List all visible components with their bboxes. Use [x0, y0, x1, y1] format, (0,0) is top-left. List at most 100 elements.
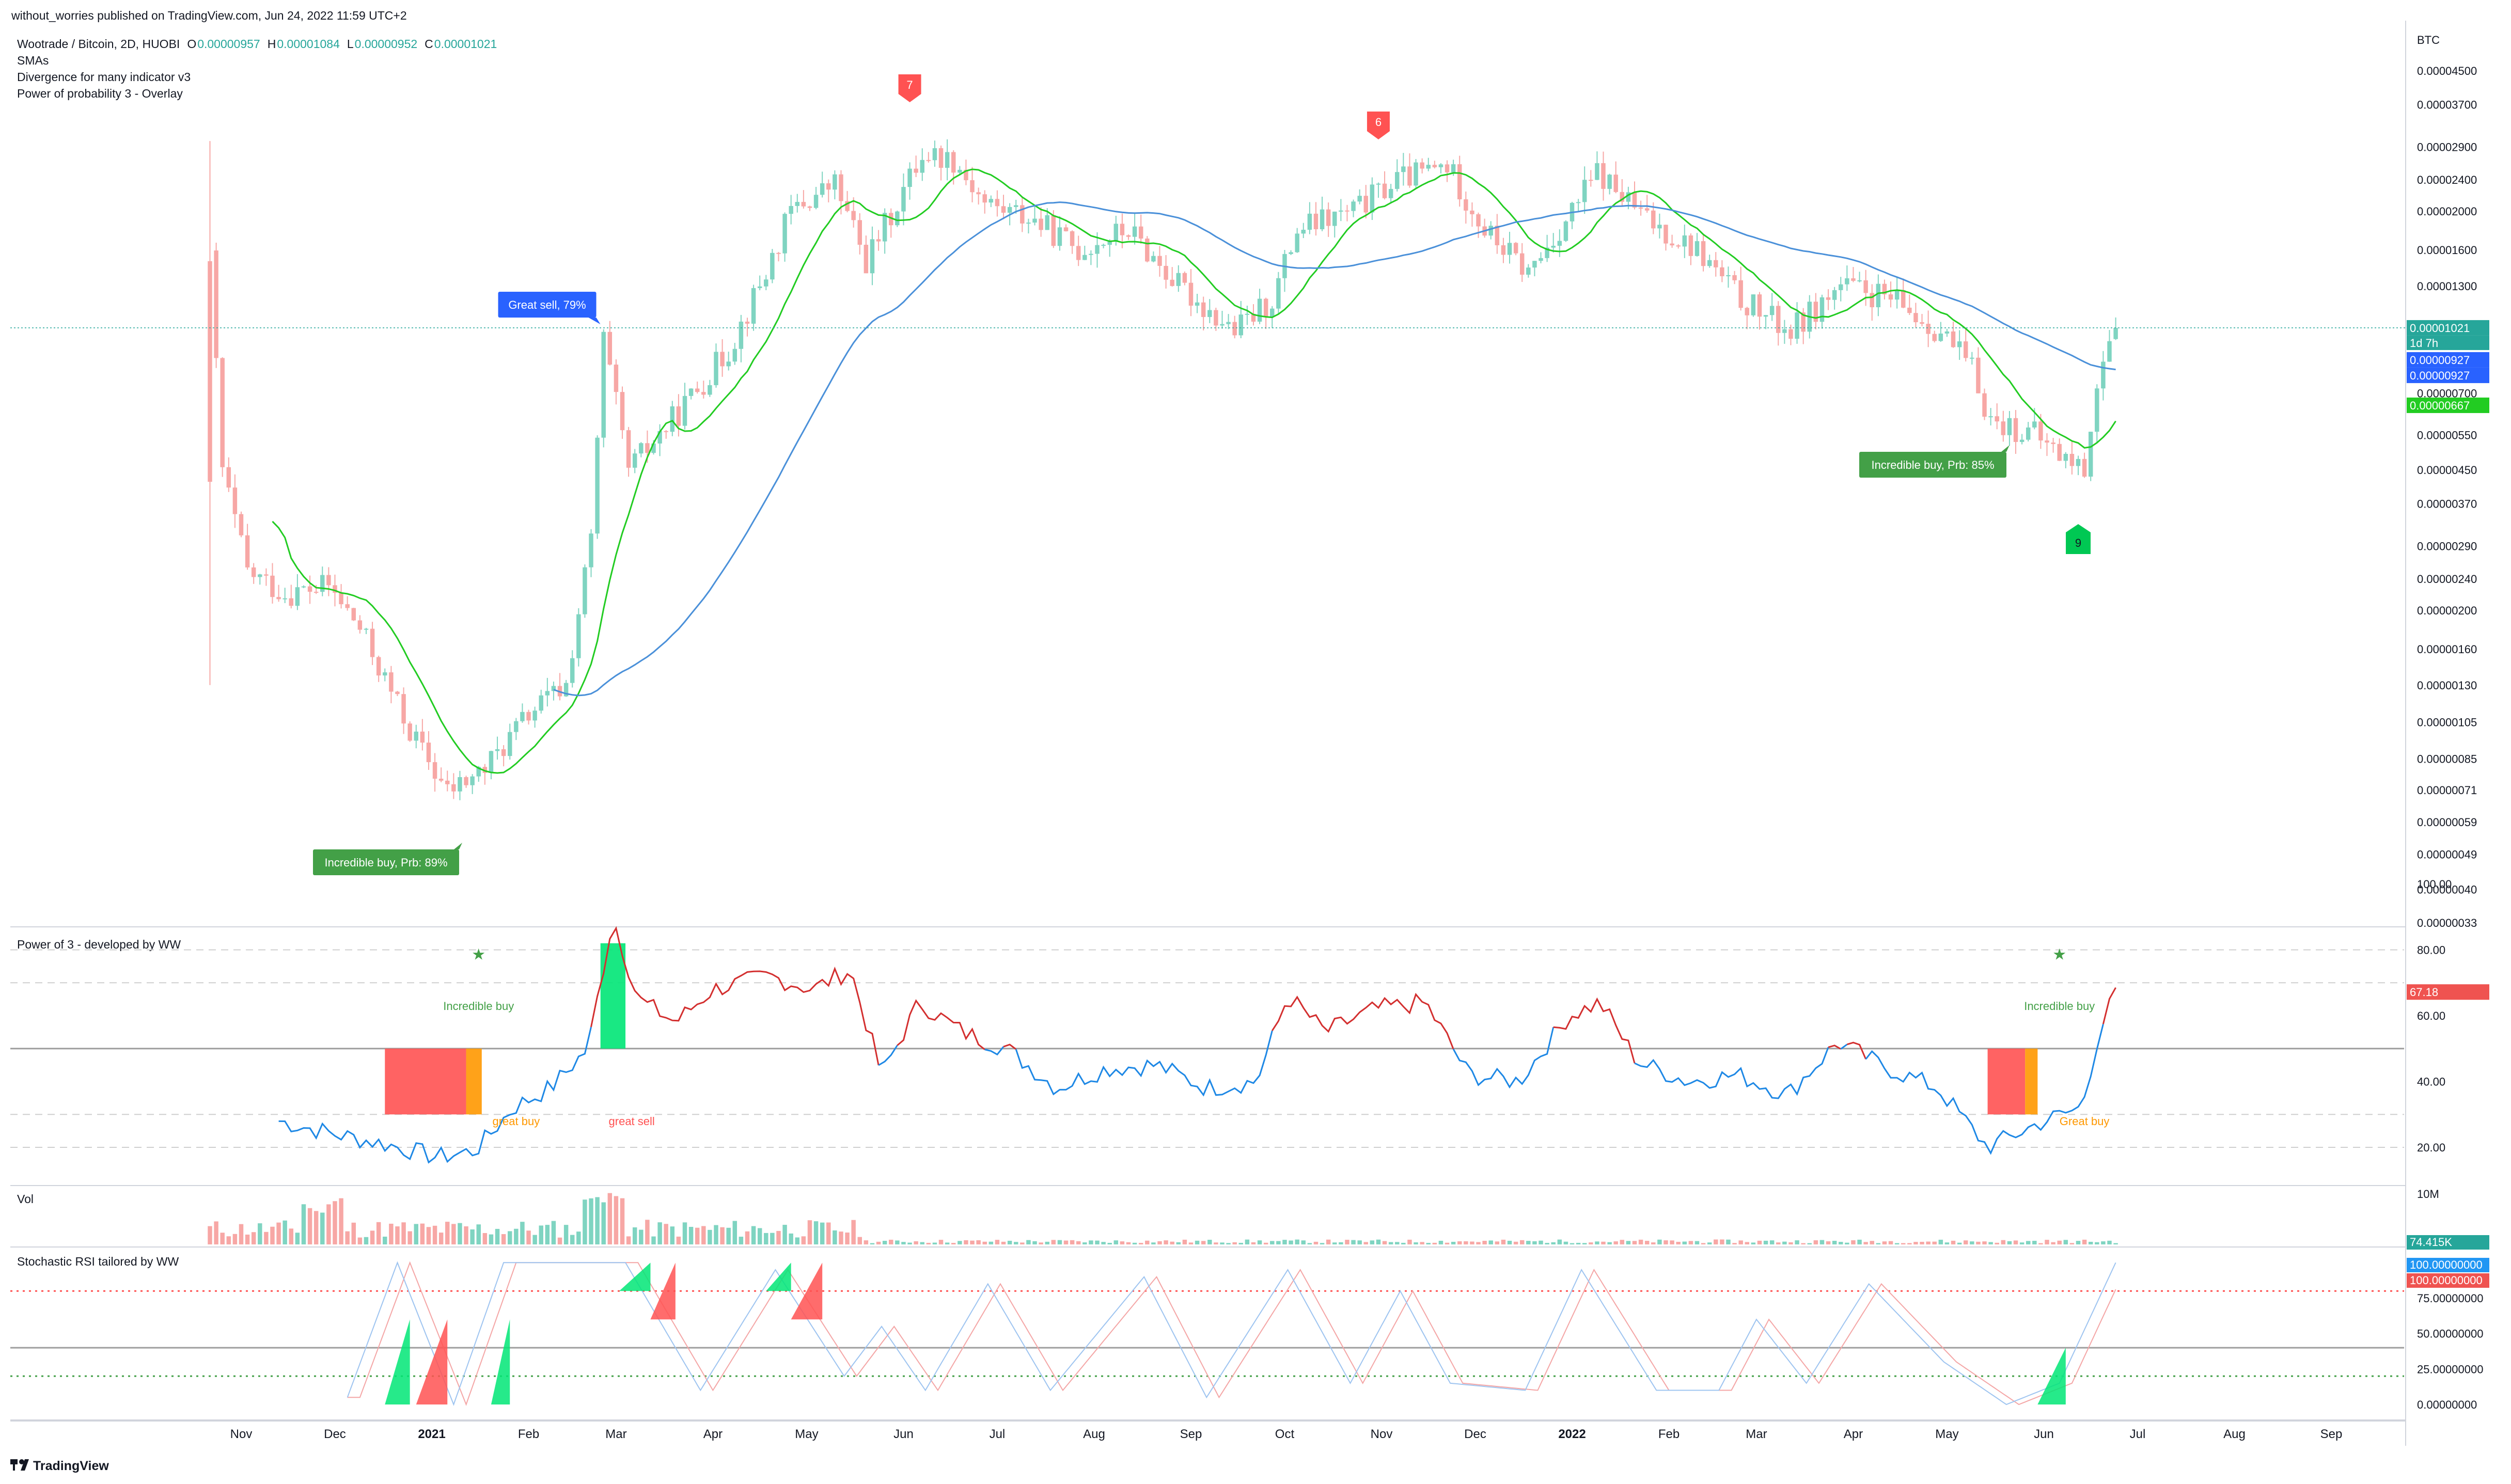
candle [520, 703, 525, 723]
volume-last-tag: 74.415K [2410, 1236, 2452, 1249]
volume-bar [945, 1242, 950, 1244]
volume-bar [245, 1234, 250, 1244]
candle [1694, 233, 1700, 257]
power3-star-icon: ★ [2052, 946, 2066, 964]
stoch-tick-label: 25.00000000 [2417, 1363, 2483, 1376]
price-tick-label: 0.00000049 [2417, 848, 2477, 861]
volume-bar [1539, 1240, 1543, 1244]
time-tick-label: Aug [1083, 1427, 1105, 1441]
volume-bar [1626, 1241, 1631, 1244]
candle [1220, 310, 1225, 329]
candle-body [1301, 229, 1306, 234]
volume-bar [1138, 1243, 1143, 1244]
candle [1026, 218, 1031, 234]
volume-bar [914, 1241, 918, 1244]
volume-bar [576, 1232, 581, 1244]
candle [970, 167, 975, 202]
candle-body [938, 148, 944, 168]
volume-bar [2013, 1240, 2018, 1244]
volume-bar [1257, 1240, 1262, 1244]
stochrsi-pane[interactable]: Stochastic RSI tailored by WW [10, 1255, 2404, 1406]
volume-bar [1395, 1242, 1400, 1244]
candle [1145, 236, 1150, 263]
volume-tick-label: 10M [2417, 1188, 2439, 1201]
volume-bar [226, 1236, 231, 1244]
candle [226, 457, 231, 492]
candle [1345, 204, 1349, 222]
candle-body [1363, 196, 1368, 213]
candle-body [345, 604, 350, 608]
volume-bar [851, 1220, 856, 1244]
volume-bar [1339, 1242, 1343, 1244]
sell-count-flag [1367, 112, 1390, 139]
power3-pane[interactable]: Power of 3 - developed by WW ★ Incredible… [10, 926, 2404, 1164]
volume-bar [632, 1227, 637, 1244]
candle-body [1963, 341, 1968, 358]
price-pane[interactable]: Great sell, 79% Incredible buy, Prb: 89% I… [10, 74, 2406, 1420]
candle-body [1907, 307, 1912, 313]
power3-line [984, 1046, 1005, 1056]
power3-signal-block [2025, 1048, 2038, 1115]
candle-body [563, 683, 569, 697]
volume-bar [414, 1224, 418, 1244]
volume-bar [1382, 1241, 1387, 1244]
volume-bar [295, 1233, 300, 1244]
candle [820, 171, 825, 198]
candle-body [1951, 331, 1956, 348]
volume-bar [1851, 1240, 1856, 1244]
candle-body [389, 672, 394, 692]
candle-body [995, 199, 1000, 207]
candle [313, 585, 319, 594]
volume-bar [751, 1226, 756, 1244]
volume-bar [1570, 1243, 1575, 1244]
candle [757, 275, 762, 291]
volume-bar [1738, 1240, 1743, 1244]
volume-bar [2101, 1241, 2106, 1244]
candle [876, 230, 881, 251]
volume-bar [1839, 1242, 1843, 1244]
price-tick-label: 0.00000040 [2417, 883, 2477, 896]
candle [208, 141, 212, 685]
volume-bar [1070, 1240, 1075, 1244]
candle-body [1626, 192, 1631, 202]
volume-bar [820, 1222, 825, 1244]
volume-bar [1788, 1242, 1793, 1244]
candle [739, 314, 744, 362]
volume-bar [1694, 1241, 1700, 1244]
candle [1944, 328, 1950, 337]
candle [2001, 411, 2006, 442]
candle-body [820, 183, 825, 195]
candle-body [676, 406, 681, 426]
candle [620, 386, 625, 439]
candle [1176, 265, 1181, 292]
candle [2076, 455, 2081, 476]
candle [2007, 411, 2012, 446]
last-price-tag-bg [2407, 320, 2489, 336]
candle [1682, 224, 1687, 258]
candle-body [2088, 432, 2093, 477]
candle-body [1782, 329, 1787, 333]
volume-bar [1039, 1242, 1043, 1244]
candle-body [695, 388, 700, 392]
incredible-buy-pointer [2001, 445, 2010, 452]
candle-body [570, 658, 575, 683]
volume-bar [782, 1225, 787, 1244]
candle [1901, 278, 1906, 308]
volume-pane[interactable]: Vol [17, 1192, 2118, 1244]
volume-bar [383, 1236, 387, 1244]
candle [682, 383, 687, 430]
candle [1445, 160, 1450, 182]
candle-body [1232, 322, 1237, 336]
candle-body [1845, 278, 1849, 285]
candle-body [670, 406, 675, 432]
candle [1745, 307, 1750, 329]
volume-bar [1113, 1240, 1119, 1244]
candle [482, 764, 488, 785]
candle [1507, 231, 1512, 264]
price-axis[interactable]: BTC 0.00004500 0.00003700 0.00002900 0.00002… [2405, 21, 2489, 1446]
volume-bar [1944, 1242, 1950, 1244]
candle-body [1976, 357, 1981, 393]
time-axis[interactable]: Nov Dec 2021 Feb Mar Apr May Jun Jul Aug Sep Oct Nov… [10, 1420, 2406, 1441]
candle [1632, 181, 1637, 210]
candle-body [1882, 283, 1887, 295]
